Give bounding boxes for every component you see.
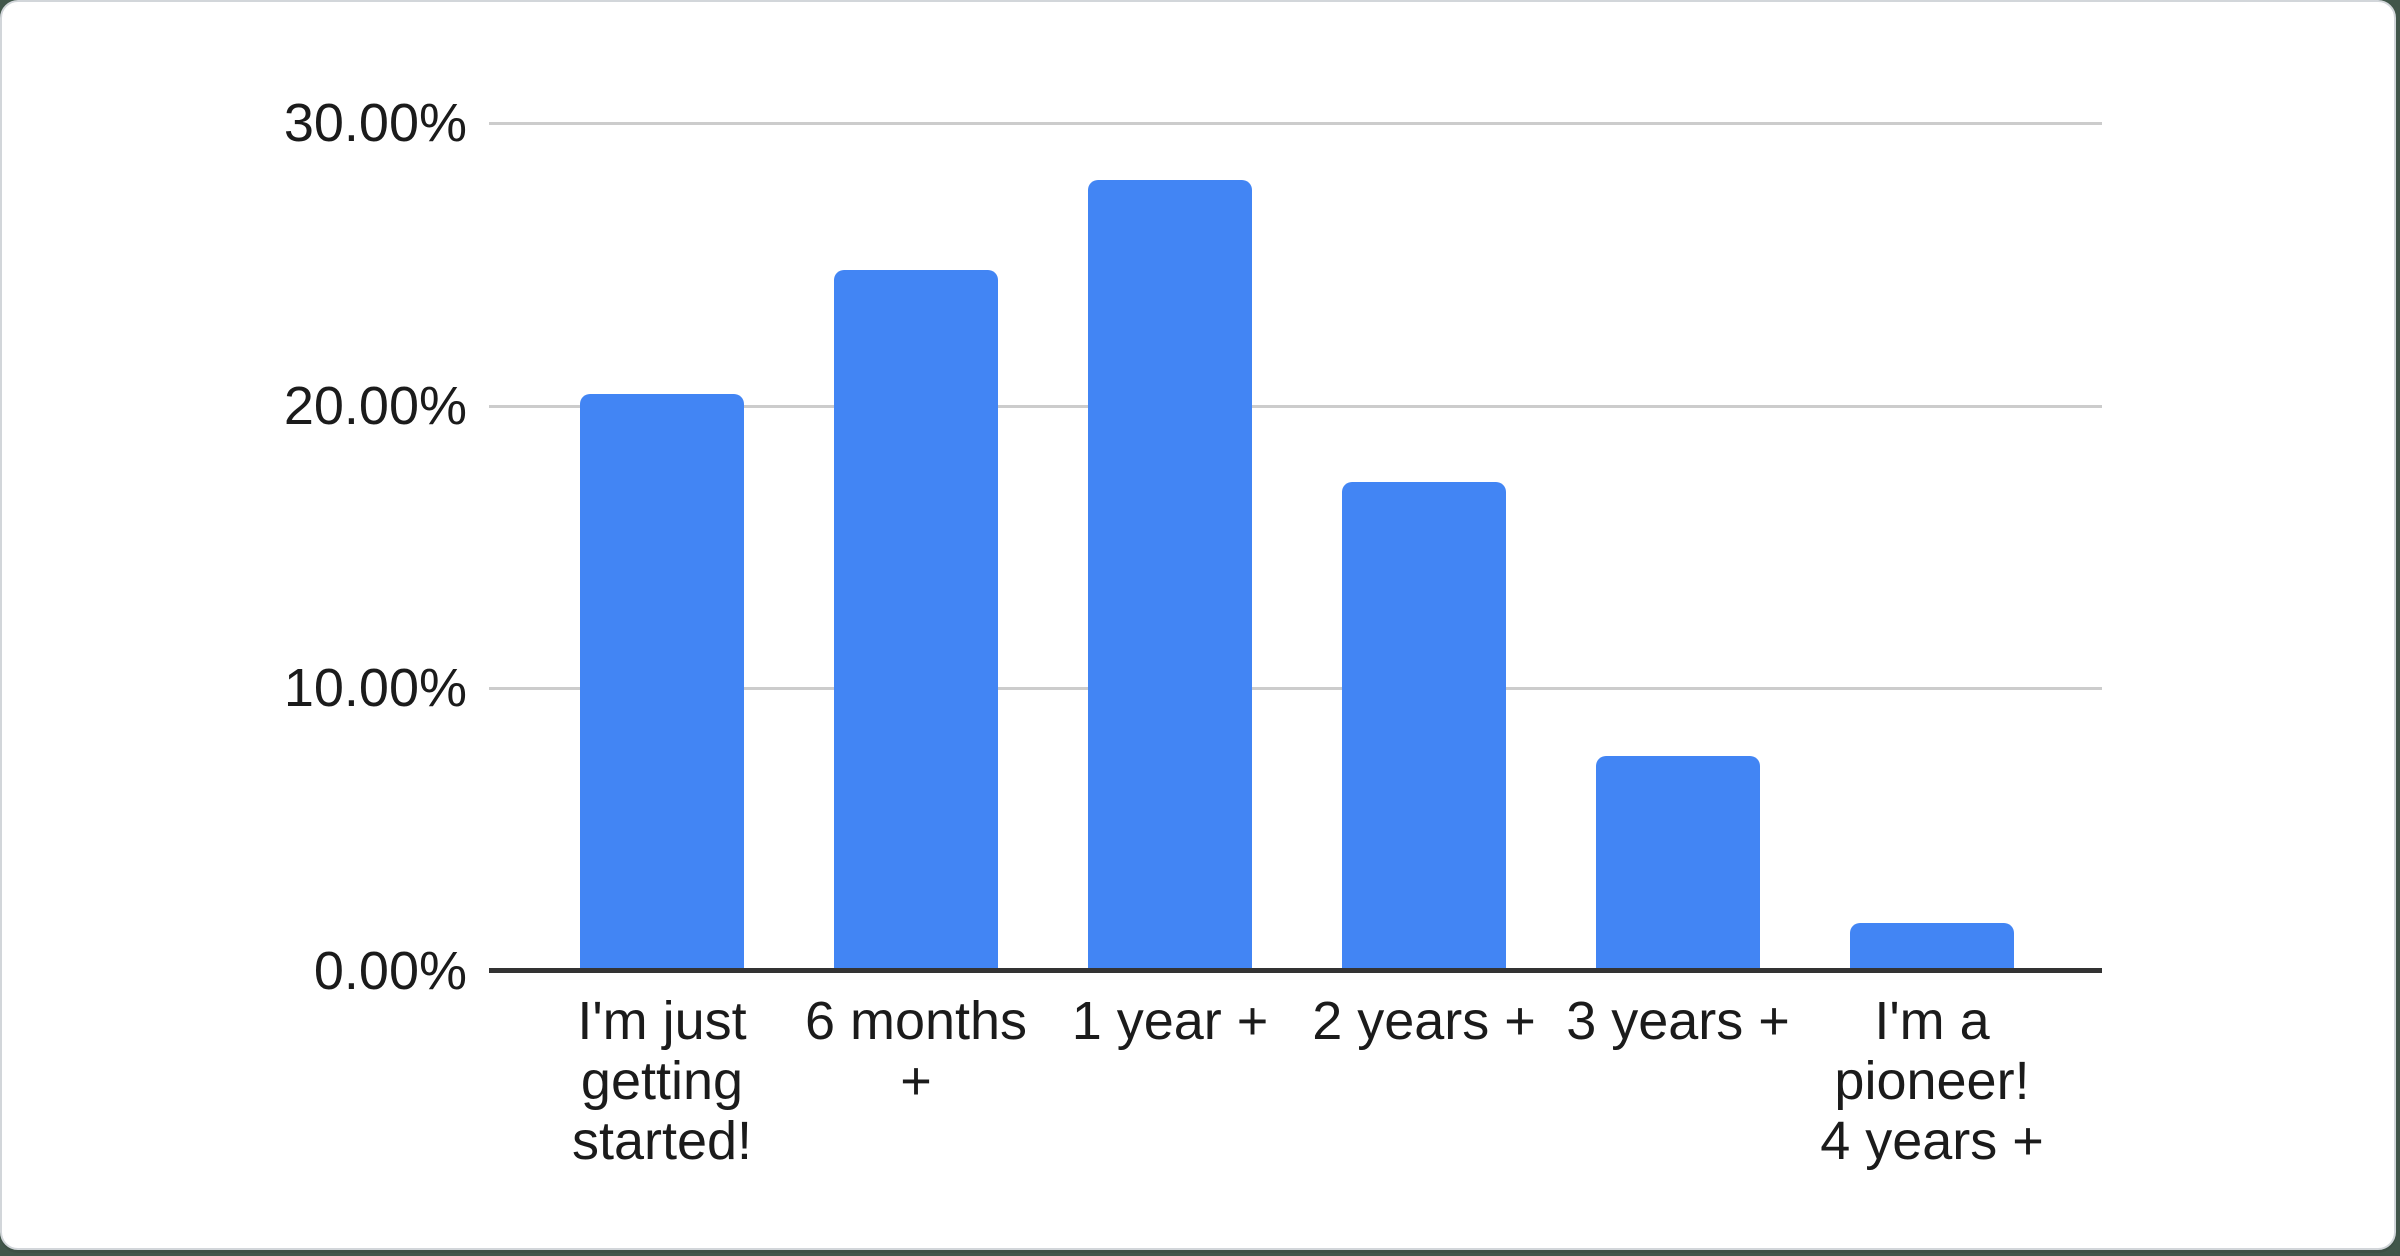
gridline-30 <box>489 122 2102 125</box>
gridline-20 <box>489 404 2102 408</box>
bar-5 <box>1850 922 2014 971</box>
plot-area <box>489 122 2102 973</box>
x-axis-category-label: I'm a pioneer! 4 years + <box>1820 991 2044 1171</box>
y-axis-tick-label: 20.00% <box>283 375 467 436</box>
bar-3 <box>1342 482 1506 971</box>
x-axis-category-label: I'm just getting started! <box>571 991 753 1171</box>
x-axis-category-label: 1 year + <box>1071 991 1269 1051</box>
x-axis-line <box>489 968 2102 973</box>
y-axis-tick-label: 10.00% <box>283 658 467 719</box>
x-axis-category-label: 2 years + <box>1312 991 1536 1051</box>
bar-2 <box>1088 179 1252 971</box>
y-axis-tick-label: 30.00% <box>283 93 467 153</box>
bar-0 <box>580 394 744 971</box>
x-axis-category-label: 6 months + <box>804 991 1028 1111</box>
gridline-10 <box>489 687 2102 691</box>
y-axis-tick-label: 0.00% <box>313 941 467 1001</box>
bar-4 <box>1596 756 1760 971</box>
bar-1 <box>834 270 998 971</box>
x-axis-category-label: 3 years + <box>1566 991 1790 1051</box>
